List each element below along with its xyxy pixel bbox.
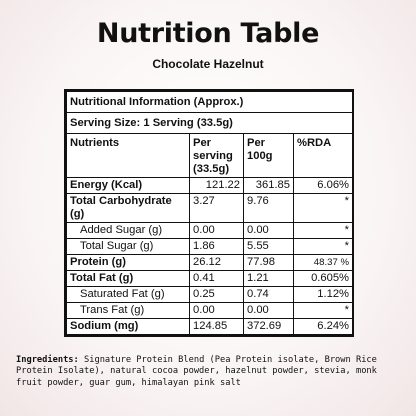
- table-header-row: Nutrients Per serving (33.5g) Per 100g %…: [66, 133, 354, 178]
- per-serving-value: 3.27: [189, 193, 244, 223]
- nutrient-name: Sodium (mg): [66, 318, 190, 335]
- column-header-per-100g: Per 100g: [243, 133, 294, 178]
- per-serving-value: 121.22: [189, 177, 244, 194]
- table-row-saturated-fat: Saturated Fat (g) 0.25 0.74 1.12%: [66, 286, 354, 303]
- nutrient-name: Trans Fat (g): [66, 302, 190, 319]
- nutrition-table: Nutritional Information (Approx.) Servin…: [64, 89, 354, 337]
- per-serving-value: 0.25: [189, 286, 244, 303]
- ingredients-text: Ingredients: Signature Protein Blend (Pe…: [16, 355, 406, 389]
- column-header-per-serving: Per serving (33.5g): [189, 133, 244, 178]
- per-100g-value: 77.98: [243, 254, 294, 271]
- rda-value: 6.06%: [292, 177, 354, 194]
- serving-size: Serving Size: 1 Serving (33.5g): [65, 112, 354, 134]
- per-100g-value: 0.00: [243, 302, 294, 319]
- nutrient-name: Added Sugar (g): [66, 222, 190, 239]
- nutrient-name: Total Fat (g): [66, 270, 190, 287]
- per-100g-value: 9.76: [243, 193, 294, 223]
- table-row-energy: Energy (Kcal) 121.22 361.85 6.06%: [66, 177, 354, 194]
- table-row-total-fat: Total Fat (g) 0.41 1.21 0.605%: [66, 270, 354, 287]
- per-serving-value: 124.85: [189, 318, 244, 335]
- per-100g-value: 0.74: [243, 286, 294, 303]
- per-serving-value: 26.12: [189, 254, 244, 271]
- per-serving-value: 0.00: [189, 222, 244, 239]
- rda-value: *: [292, 238, 354, 255]
- ingredients-list: Signature Protein Blend (Pea Protein iso…: [16, 355, 377, 388]
- column-header-nutrients: Nutrients: [66, 133, 190, 178]
- rda-value: 48.37 %: [292, 254, 354, 271]
- per-100g-value: 372.69: [243, 318, 294, 335]
- rda-value: 1.12%: [292, 286, 354, 303]
- table-row-protein: Protein (g) 26.12 77.98 48.37 %: [66, 254, 354, 271]
- rda-value: 0.605%: [292, 270, 354, 287]
- per-100g-value: 361.85: [243, 177, 294, 194]
- table-info-title: Nutritional Information (Approx.): [65, 91, 354, 113]
- table-row-sodium: Sodium (mg) 124.85 372.69 6.24%: [66, 318, 354, 335]
- rda-value: *: [292, 193, 354, 223]
- table-row-total-sugar: Total Sugar (g) 1.86 5.55 *: [66, 238, 354, 255]
- nutrient-name: Saturated Fat (g): [66, 286, 190, 303]
- column-header-rda: %RDA: [292, 133, 354, 178]
- per-100g-value: 0.00: [243, 222, 294, 239]
- rda-value: *: [292, 302, 354, 319]
- nutrient-name: Total Carbohydrate (g): [66, 193, 190, 223]
- per-serving-value: 0.41: [189, 270, 244, 287]
- nutrient-name: Protein (g): [66, 254, 190, 271]
- per-serving-value: 1.86: [189, 238, 244, 255]
- nutrient-name: Total Sugar (g): [66, 238, 190, 255]
- table-row-trans-fat: Trans Fat (g) 0.00 0.00 *: [66, 302, 354, 319]
- rda-value: *: [292, 222, 354, 239]
- per-100g-value: 5.55: [243, 238, 294, 255]
- page-title: Nutrition Table: [96, 18, 320, 49]
- nutrient-name: Energy (Kcal): [66, 177, 190, 194]
- per-serving-value: 0.00: [189, 302, 244, 319]
- table-row-total-carbohydrate: Total Carbohydrate (g) 3.27 9.76 *: [66, 193, 354, 223]
- ingredients-label: Ingredients:: [16, 355, 79, 365]
- rda-value: 6.24%: [292, 318, 354, 335]
- table-row-added-sugar: Added Sugar (g) 0.00 0.00 *: [66, 222, 354, 239]
- per-100g-value: 1.21: [243, 270, 294, 287]
- product-subtitle: Chocolate Hazelnut: [152, 57, 264, 71]
